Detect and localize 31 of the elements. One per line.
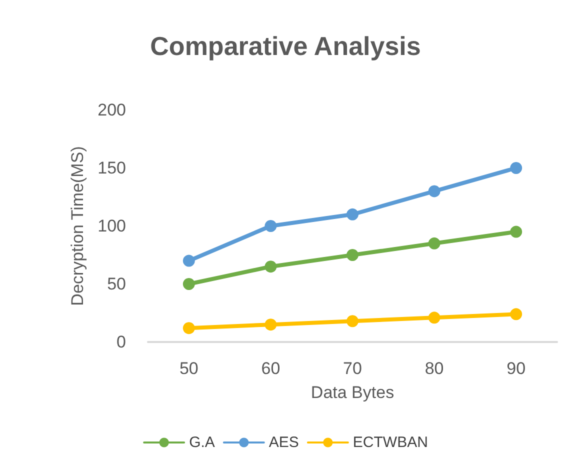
x-axis-title: Data Bytes [310,383,394,402]
x-tick-label: 80 [424,359,444,378]
point [428,237,440,250]
point [346,315,358,328]
point [346,249,358,261]
point [264,318,277,331]
x-tick-label: 60 [261,359,280,378]
point [510,162,522,174]
y-tick-label: 50 [107,274,126,294]
legend-label: AES [268,434,299,451]
point [182,278,195,290]
legend-label: G.A [189,434,215,451]
x-tick-label: 70 [343,359,362,378]
point [510,308,522,320]
y-tick-label: 150 [98,158,126,178]
y-axis-title: Decryption Time(MS) [68,146,87,306]
point [264,260,277,273]
point [346,208,358,220]
point [264,220,277,232]
x-tick-label: 90 [506,359,526,378]
x-tick-label: 50 [179,359,198,378]
y-tick-label: 200 [98,100,126,120]
chart-title: Comparative Analysis [150,31,421,61]
legend-label: ECTWBAN [352,434,428,451]
point [428,185,440,198]
point [182,322,195,334]
y-tick-label: 0 [116,332,126,352]
point [428,312,440,324]
point [510,226,522,238]
point [182,254,195,267]
y-tick-label: 100 [98,216,126,236]
